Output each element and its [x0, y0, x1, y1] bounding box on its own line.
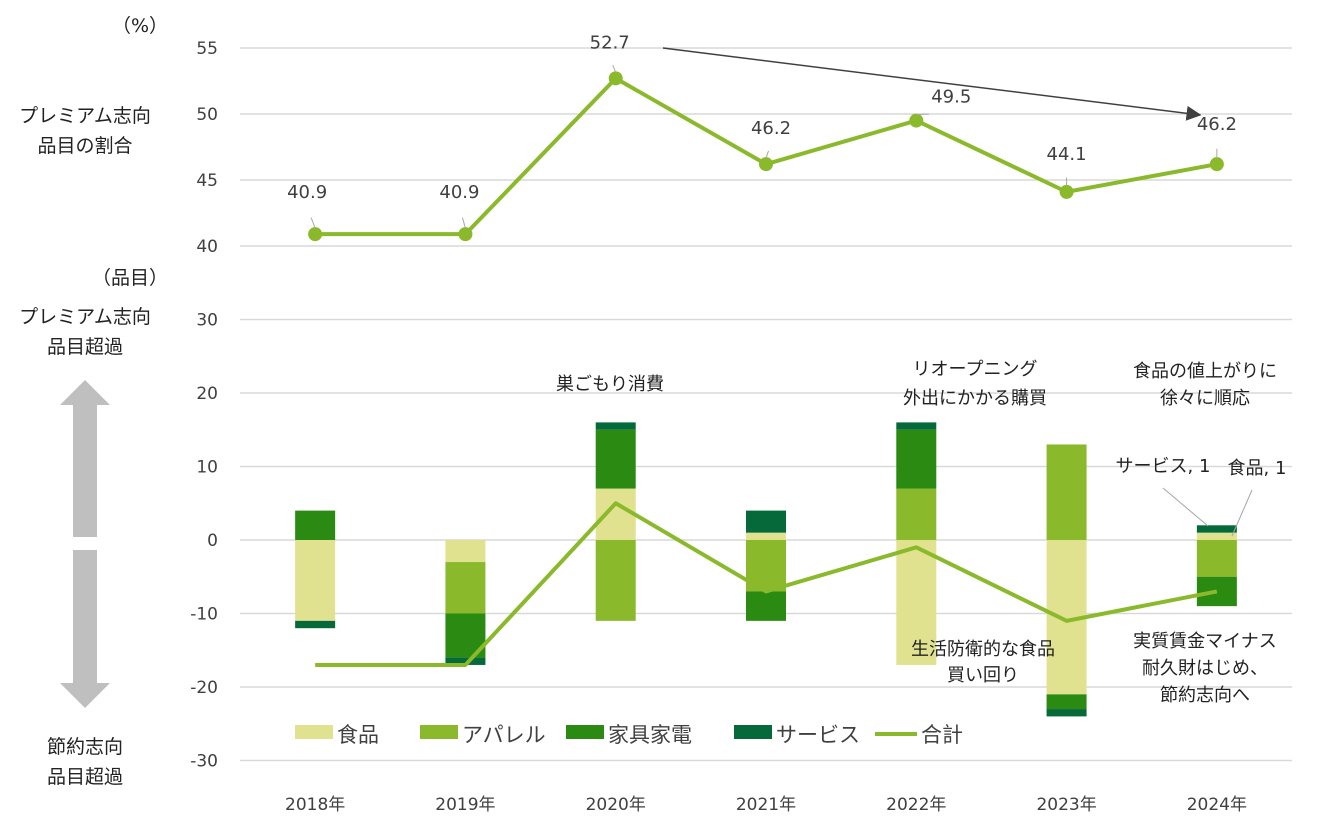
annotation-2022-top-2: 外出にかかる購買 — [903, 388, 1047, 409]
legend-label: 家具家電 — [608, 723, 692, 747]
bar-家具家電 — [746, 591, 786, 621]
annotation-2024-bottom-2: 耐久財はじめ、 — [1142, 658, 1268, 679]
bar-アパレル — [445, 562, 486, 614]
up-arrow-icon — [60, 380, 110, 537]
y-tick-label-bottom: 30 — [196, 311, 218, 331]
bar-サービス — [1046, 709, 1087, 717]
x-tick-label: 2021年 — [736, 795, 796, 815]
leader-line — [461, 217, 466, 229]
x-tick-label: 2019年 — [435, 795, 495, 815]
leader-line — [612, 64, 617, 73]
leader-service — [1162, 487, 1209, 527]
data-point — [1209, 157, 1224, 172]
y-tick-label-bottom: -20 — [190, 678, 218, 698]
bar-家具家電 — [295, 510, 336, 540]
legend-swatch — [420, 725, 458, 739]
y-tick-label-bottom: 20 — [196, 384, 218, 404]
top-ylabel-line1: プレミアム志向 — [19, 105, 151, 127]
leader-line — [916, 113, 929, 116]
data-point — [608, 71, 623, 86]
annotation-2024-food: 食品, 1 — [1228, 458, 1287, 479]
y-tick-label-bottom: 0 — [207, 531, 218, 551]
bottom-ylabel-bottom-line1: 節約志向 — [47, 736, 123, 758]
bar-食品 — [746, 532, 786, 540]
annotation-2024-service: サービス, 1 — [1116, 456, 1211, 477]
bar-アパレル — [595, 540, 636, 621]
y-tick-label-top: 50 — [196, 105, 218, 125]
bottom-ylabel-top-line1: プレミアム志向 — [19, 306, 151, 328]
annotation-2022-bottom-2: 買い回り — [947, 665, 1019, 686]
bottom-ylabel-top-line2: 品目超過 — [47, 336, 123, 358]
data-point — [759, 157, 773, 172]
bar-アパレル — [1196, 540, 1237, 577]
y-tick-label-bottom: 10 — [196, 458, 218, 478]
bar-サービス — [1196, 525, 1237, 533]
leader-food — [1231, 489, 1253, 537]
bar-サービス — [445, 657, 486, 665]
trend-arrow — [662, 47, 1202, 121]
bar-家具家電 — [595, 429, 636, 489]
data-label: 49.5 — [931, 87, 971, 108]
annotation-2024-bottom-3: 節約志向へ — [1160, 685, 1250, 706]
bottom-ylabel-bottom-line2: 品目超過 — [47, 766, 123, 788]
bar-サービス — [746, 510, 786, 533]
top-ylabel-line2: 品目の割合 — [37, 135, 132, 157]
x-tick-label: 2024年 — [1187, 795, 1247, 815]
bar-家具家電 — [896, 429, 937, 489]
data-label: 40.9 — [439, 182, 479, 203]
legend-label: 食品 — [337, 723, 379, 747]
data-label: 52.7 — [590, 32, 630, 53]
x-tick-label: 2018年 — [285, 795, 345, 815]
legend-swatch — [295, 725, 333, 739]
legend-label: アパレル — [462, 723, 546, 747]
top-unit-label: （%） — [112, 15, 168, 37]
bar-食品 — [1196, 532, 1237, 540]
data-label: 46.2 — [1197, 114, 1237, 135]
x-tick-label: 2020年 — [586, 795, 646, 815]
bar-サービス — [295, 620, 336, 629]
annotation-2024-top-2: 徐々に順応 — [1160, 388, 1250, 409]
bar-サービス — [896, 422, 937, 430]
y-tick-label-top: 40 — [196, 237, 218, 257]
total-line — [315, 501, 1218, 667]
legend-swatch — [566, 725, 604, 739]
data-label: 46.2 — [751, 118, 791, 139]
legend: 食品 アパレル 家具家電 サービス 合計 — [280, 715, 1000, 755]
y-tick-label-bottom: -10 — [190, 605, 218, 625]
annotation-2020: 巣ごもり消費 — [556, 374, 664, 395]
bar-家具家電 — [1046, 694, 1087, 710]
y-tick-label-top: 45 — [196, 171, 218, 191]
down-arrow-icon — [60, 550, 110, 708]
y-tick-label-bottom: -30 — [190, 752, 218, 772]
legend-label: サービス — [776, 723, 860, 747]
bar-食品 — [445, 540, 486, 563]
bottom-unit-label: （品目） — [92, 267, 168, 289]
bar-食品 — [295, 540, 336, 621]
data-point — [458, 227, 473, 242]
leader-line — [310, 217, 316, 229]
data-label: 40.9 — [287, 182, 327, 203]
legend-swatch — [734, 725, 772, 739]
bar-サービス — [595, 422, 636, 430]
x-tick-label: 2022年 — [886, 795, 946, 815]
annotation-2024-bottom-1: 実質賃金マイナス — [1133, 631, 1277, 652]
x-tick-label: 2023年 — [1036, 795, 1096, 815]
annotation-2022-bottom-1: 生活防衛的な食品 — [911, 639, 1055, 660]
legend-label: 合計 — [921, 723, 963, 747]
bar-食品 — [896, 540, 937, 665]
annotation-2024-top-1: 食品の値上がりに — [1133, 361, 1277, 382]
data-point — [1059, 184, 1074, 199]
data-point — [308, 227, 323, 242]
annotation-2022-top-1: リオープニング — [913, 359, 1038, 380]
data-label: 44.1 — [1047, 144, 1087, 165]
leader-line — [765, 150, 769, 159]
bar-アパレル — [1046, 444, 1087, 540]
bar-食品 — [595, 488, 636, 540]
data-point — [909, 113, 924, 128]
bar-アパレル — [896, 488, 937, 540]
y-tick-label-top: 55 — [196, 39, 218, 59]
